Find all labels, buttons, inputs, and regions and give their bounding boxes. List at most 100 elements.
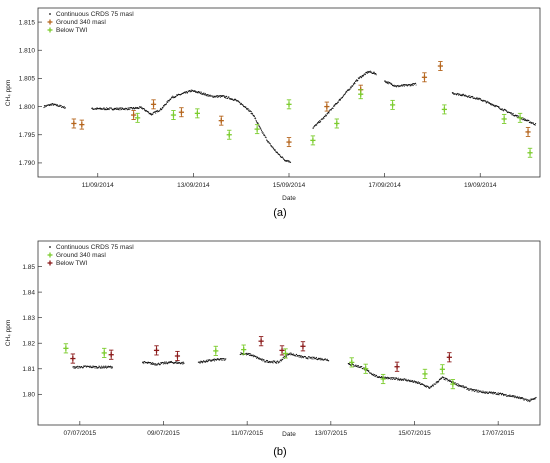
crds-point [310, 356, 312, 358]
crds-point [532, 122, 534, 124]
crds-point [113, 108, 116, 110]
crds-point [529, 400, 531, 402]
crds-point [247, 353, 249, 355]
crds-point [403, 85, 405, 87]
crds-point [211, 360, 213, 362]
crds-point [118, 108, 120, 110]
crds-point [516, 114, 518, 116]
crds-point [389, 377, 392, 379]
crds-point [339, 98, 342, 100]
x-axis-a: 11/09/2014 13/09/2014 15/09/2014 17/09/2014… [82, 173, 497, 189]
crds-point [98, 366, 100, 368]
crds-point [287, 160, 289, 162]
flask-sample-marker [101, 347, 107, 358]
crds-point [154, 363, 156, 365]
crds-point [159, 110, 161, 112]
crds-point [105, 365, 107, 367]
crds-point [286, 354, 288, 356]
flask-sample-marker [241, 344, 247, 355]
crds-point [181, 363, 183, 365]
crds-point [398, 378, 400, 380]
crds-point [328, 111, 330, 113]
crds-point [528, 399, 530, 401]
crds-point [517, 396, 519, 399]
crds-point [425, 386, 427, 388]
crds-point [118, 109, 120, 111]
crds-point [82, 366, 84, 368]
crds-point [170, 98, 172, 100]
crds-point [235, 99, 238, 101]
crds-point [534, 124, 536, 126]
crds-point [492, 393, 494, 395]
crds-point [189, 90, 191, 92]
crds-point [76, 365, 79, 367]
crds-point [230, 97, 232, 100]
crds-point [384, 376, 387, 378]
crds-point [429, 387, 431, 390]
crds-point [387, 376, 389, 379]
y-tick-label: 1.81 [22, 366, 35, 373]
flask-sample-marker [525, 126, 531, 137]
flask-sample-marker [63, 343, 69, 354]
crds-point [263, 133, 265, 135]
crds-point [518, 397, 520, 399]
crds-point [502, 392, 504, 394]
crds-point [398, 379, 400, 381]
flask-sample-marker [300, 341, 306, 352]
crds-point [390, 82, 392, 84]
crds-point [223, 358, 225, 360]
crds-point [279, 361, 281, 363]
crds-point [493, 393, 495, 395]
crds-point [187, 91, 189, 93]
crds-point [445, 379, 447, 381]
crds-point [522, 397, 524, 399]
crds-point [152, 362, 154, 364]
crds-point [120, 107, 122, 109]
crds-point [489, 102, 491, 104]
crds-point [48, 103, 50, 106]
crds-point [325, 358, 327, 360]
y-tick-label: 1.815 [19, 19, 36, 26]
crds-point [277, 360, 279, 362]
crds-point [227, 97, 229, 99]
crds-point [411, 381, 413, 383]
crds-point [221, 95, 223, 97]
crds-point [205, 94, 207, 97]
crds-point [119, 107, 122, 109]
crds-point [475, 390, 477, 392]
crds-point [216, 95, 219, 97]
crds-point [213, 359, 215, 361]
crds-point [371, 71, 373, 73]
crds-point [165, 363, 167, 365]
crds-point [281, 156, 284, 158]
flask-sample-marker [334, 118, 340, 129]
crds-point [163, 105, 165, 107]
crds-point [508, 394, 510, 396]
flask-sample-marker [254, 124, 260, 135]
crds-point [480, 390, 482, 392]
crds-point [164, 363, 166, 365]
crds-point [223, 95, 225, 97]
crds-point [520, 396, 523, 399]
crds-point [143, 107, 145, 110]
crds-point [427, 385, 429, 387]
crds-point [486, 391, 488, 393]
crds-point [174, 362, 176, 364]
crds-point [60, 105, 62, 107]
crds-point [170, 97, 172, 100]
crds-point [457, 92, 459, 95]
crds-point [312, 127, 314, 129]
crds-point [409, 84, 411, 86]
crds-point [168, 99, 170, 102]
crds-point [150, 112, 152, 114]
crds-point [313, 358, 315, 360]
crds-point [166, 101, 168, 103]
crds-point [490, 104, 492, 106]
crds-point [396, 378, 398, 380]
x-tick-label: 09/07/2015 [147, 430, 180, 437]
crds-point [328, 112, 330, 114]
crds-point [133, 107, 135, 109]
crds-point [120, 109, 122, 111]
crds-point [497, 394, 499, 396]
crds-point [182, 363, 184, 365]
